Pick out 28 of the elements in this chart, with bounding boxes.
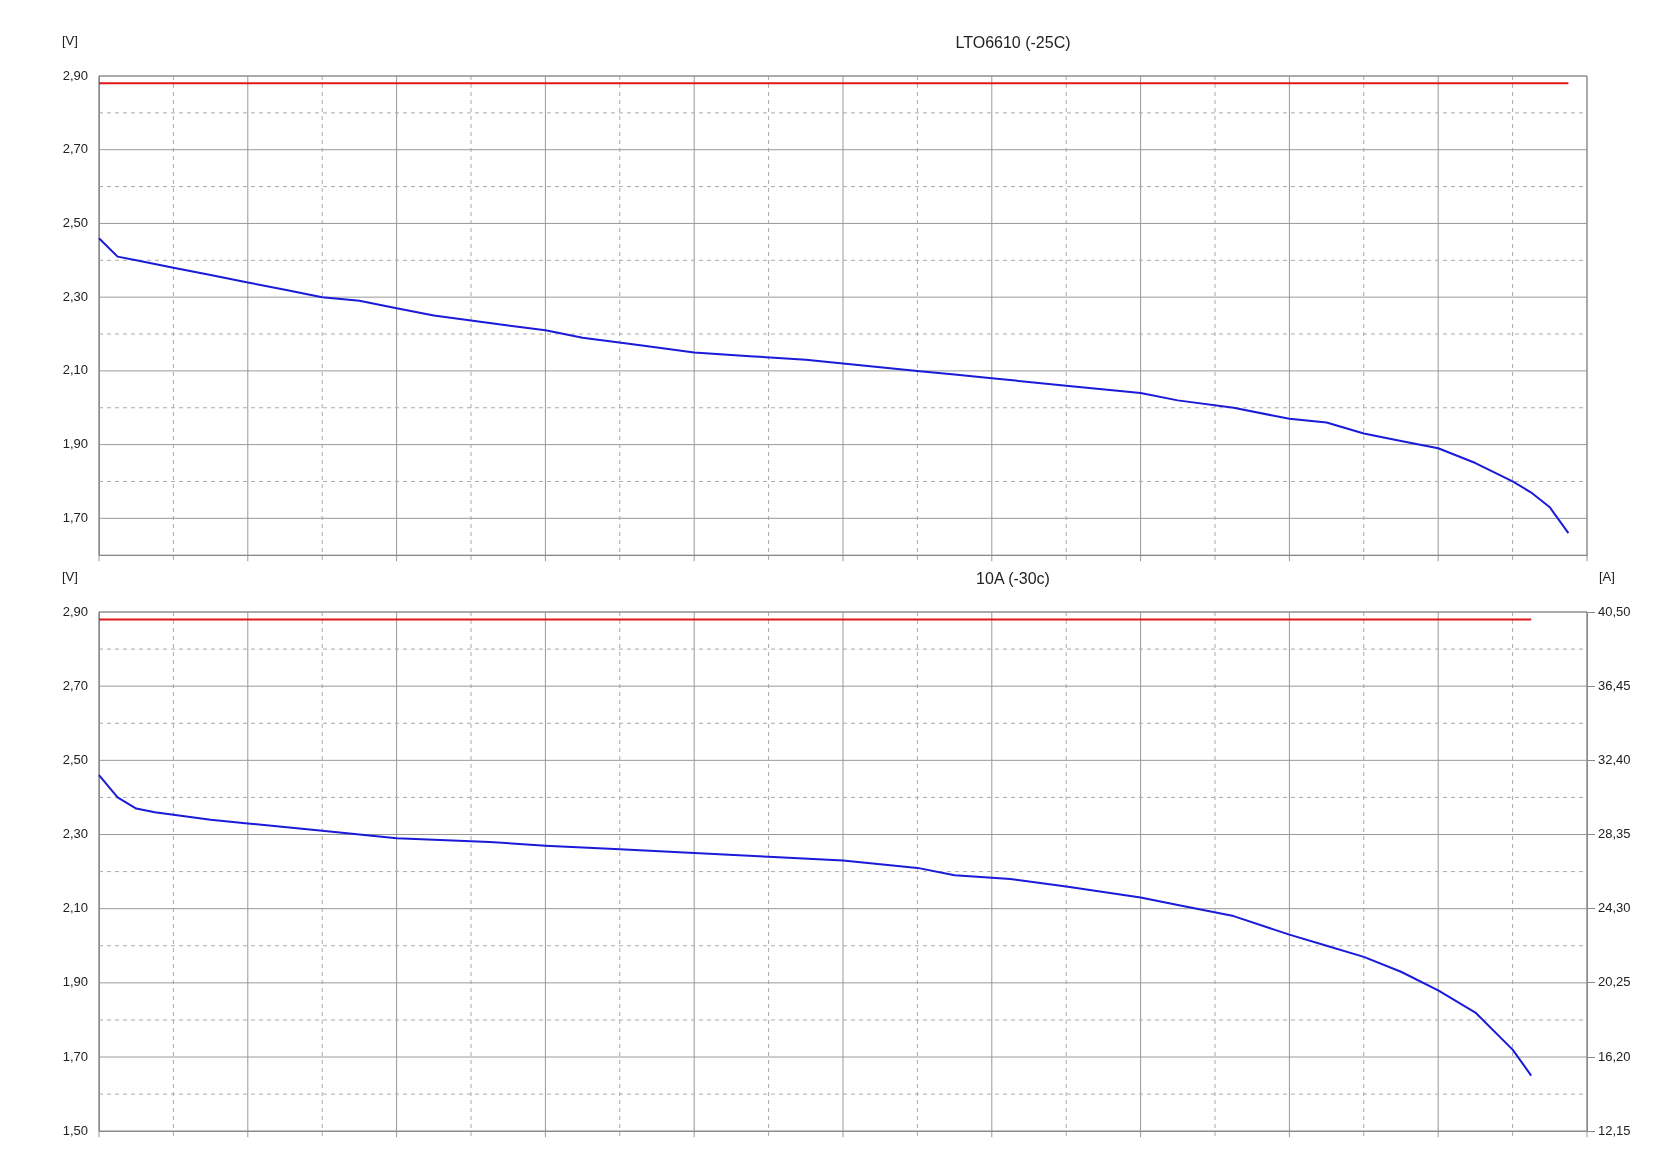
y-axis-title: [V]	[62, 569, 78, 585]
y-tick-label: 2,90	[62, 67, 88, 83]
chart-title: LTO6610 (-25C)	[955, 34, 1071, 52]
y2-tick-label: 40,50	[1598, 603, 1631, 619]
y-axis-title: [V]	[62, 33, 78, 49]
y-tick-label: 2,90	[62, 603, 88, 619]
y-tick-label: 2,50	[62, 751, 88, 767]
y-tick-label: 1,90	[62, 974, 88, 990]
y2-tick-label: 20,25	[1598, 974, 1631, 990]
y-tick-label: 2,70	[62, 141, 88, 157]
y-tick-label: 1,70	[62, 509, 88, 525]
y-tick-label: 2,70	[62, 677, 88, 693]
y-tick-label: 2,10	[62, 362, 88, 378]
y2-tick-label: 24,30	[1598, 900, 1631, 916]
y-tick-label: 1,70	[62, 1048, 88, 1064]
y2-tick-label: 32,40	[1598, 751, 1631, 767]
y-tick-label: 2,30	[62, 288, 88, 304]
y-tick-label: 2,50	[62, 215, 88, 231]
y2-tick-label: 28,35	[1598, 826, 1631, 842]
y2-axis-title: [A]	[1599, 569, 1615, 585]
chart-title: 10A (-30c)	[976, 570, 1050, 588]
y2-tick-label: 16,20	[1598, 1048, 1631, 1064]
y-tick-label: 2,30	[62, 826, 88, 842]
y-tick-label: 1,90	[62, 436, 88, 452]
y2-tick-label: 36,45	[1598, 677, 1631, 693]
y-tick-label: 1,50	[62, 1122, 88, 1138]
y2-tick-label: 12,15	[1598, 1122, 1631, 1138]
y-tick-label: 2,10	[62, 900, 88, 916]
